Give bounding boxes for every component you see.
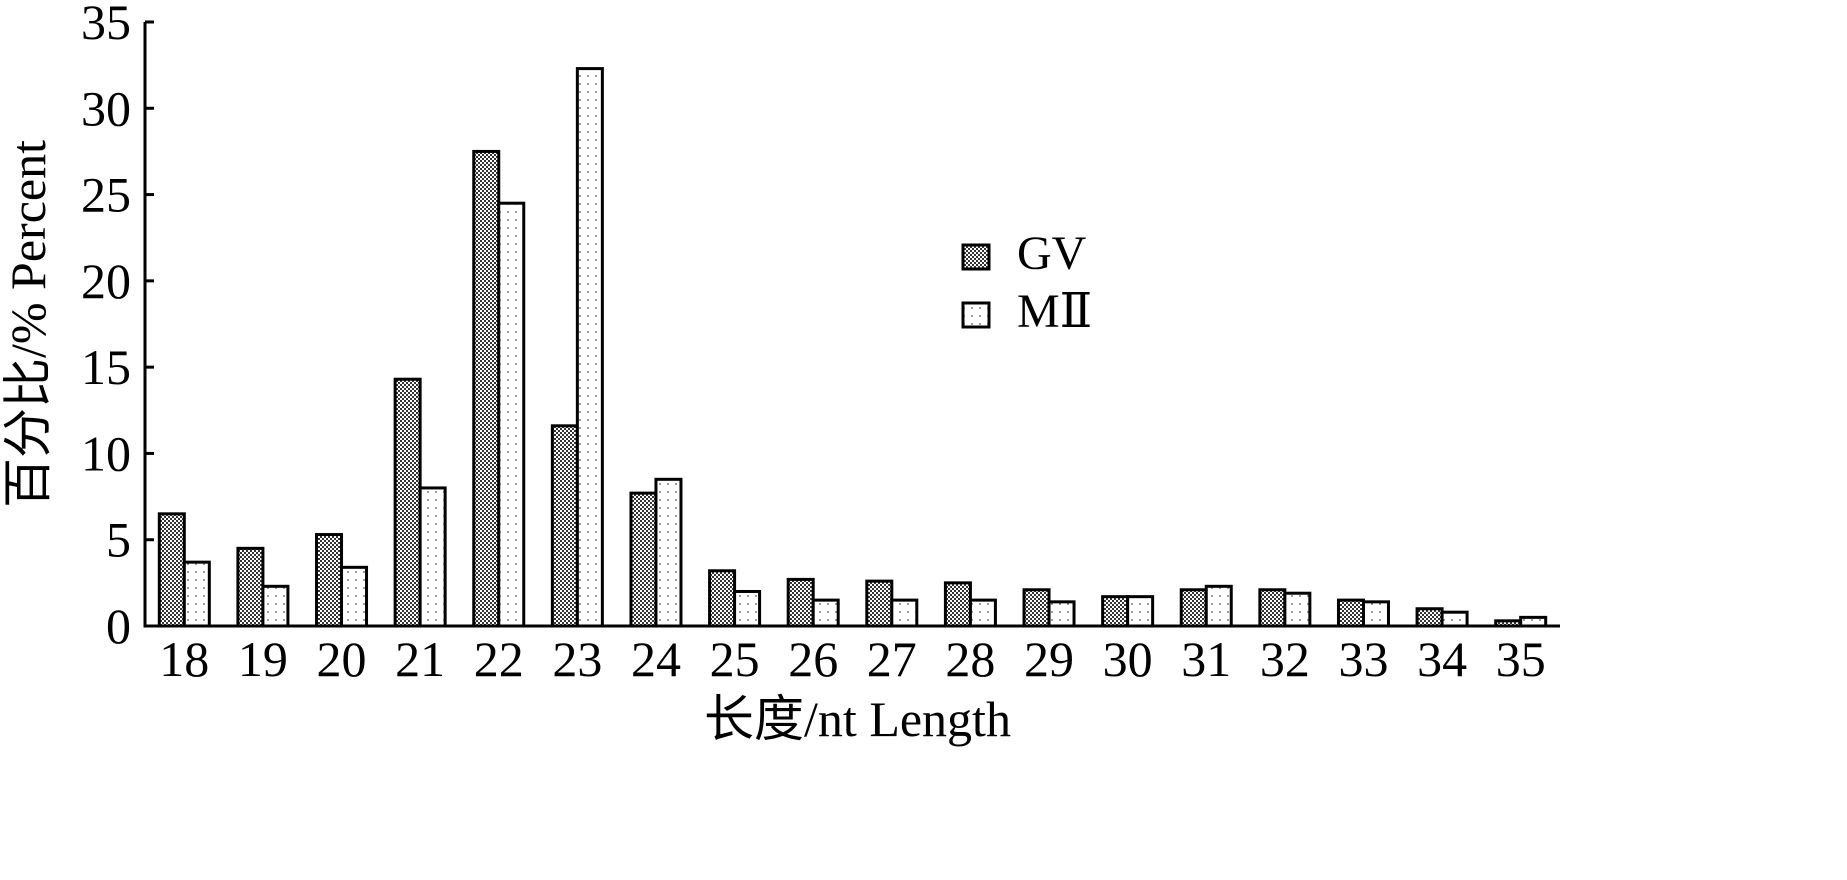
x-tick-label: 18 — [159, 631, 209, 687]
bar-gv-30 — [1101, 595, 1130, 628]
x-tick-label: 20 — [317, 631, 367, 687]
bar-gv-26 — [786, 577, 815, 628]
x-tick-label: 31 — [1181, 631, 1231, 687]
x-tick-label: 32 — [1260, 631, 1310, 687]
bar-mii-28 — [968, 598, 997, 628]
bar-mii-21 — [418, 486, 447, 628]
x-tick-label: 19 — [238, 631, 288, 687]
bar-gv-32 — [1258, 588, 1287, 628]
bar-mii-29 — [1047, 600, 1076, 628]
bar-gv-27 — [865, 579, 894, 628]
x-tick-label: 30 — [1103, 631, 1153, 687]
bar-gv-22 — [472, 149, 501, 628]
bar-gv-29 — [1022, 588, 1051, 628]
x-tick-label: 29 — [1024, 631, 1074, 687]
bar-mii-24 — [654, 477, 683, 628]
legend-swatch-mii — [961, 301, 991, 329]
bar-mii-31 — [1204, 584, 1233, 628]
bar-mii-34 — [1440, 610, 1469, 628]
bar-mii-22 — [497, 201, 526, 628]
x-tick-label: 23 — [552, 631, 602, 687]
bar-mii-25 — [733, 589, 762, 628]
bar-mii-33 — [1361, 600, 1390, 628]
bar-gv-18 — [157, 512, 186, 628]
x-tick-label: 21 — [395, 631, 445, 687]
y-tick-label: 35 — [81, 0, 131, 50]
x-tick-label: 28 — [945, 631, 995, 687]
y-tick-label: 5 — [106, 512, 131, 568]
y-tick-label: 15 — [81, 339, 131, 395]
bar-gv-23 — [550, 424, 579, 628]
bar-gv-25 — [708, 569, 737, 628]
bar-gv-24 — [629, 491, 658, 628]
bar-mii-27 — [890, 598, 919, 628]
bar-mii-20 — [340, 565, 369, 628]
bar-mii-26 — [811, 598, 840, 628]
y-tick-label: 25 — [81, 167, 131, 223]
x-tick-label: 35 — [1496, 631, 1546, 687]
legend-label-mii: MⅡ — [1017, 285, 1092, 338]
bar-gv-20 — [315, 533, 344, 628]
bar-gv-33 — [1336, 598, 1365, 628]
bar-gv-31 — [1179, 588, 1208, 628]
legend-swatch-gv — [961, 243, 991, 271]
legend-label-gv: GV — [1017, 227, 1087, 280]
x-tick-label: 22 — [474, 631, 524, 687]
bar-gv-21 — [393, 377, 422, 628]
bar-mii-19 — [261, 584, 290, 628]
x-tick-label: 26 — [788, 631, 838, 687]
bar-gv-34 — [1415, 607, 1444, 628]
y-tick-label: 20 — [81, 253, 131, 309]
x-axis-label: 长度/nt Length — [704, 691, 1011, 747]
axes: 0 5 10 15 20 25 30 35 18 19 20 21 22 23 24 25 26 27 28 29 30… — [0, 0, 1560, 747]
x-tick-label: 25 — [710, 631, 760, 687]
bar-mii-30 — [1126, 595, 1155, 628]
x-tick-label: 24 — [631, 631, 681, 687]
x-tick-label: 34 — [1417, 631, 1467, 687]
bar-gv-28 — [943, 581, 972, 628]
bar-mii-18 — [182, 560, 211, 628]
y-tick-label: 0 — [106, 598, 131, 654]
x-tick-label: 27 — [867, 631, 917, 687]
bar-mii-32 — [1283, 591, 1312, 628]
y-tick-label: 10 — [81, 425, 131, 481]
x-tick-label: 33 — [1338, 631, 1388, 687]
plot-area — [157, 67, 1548, 628]
bar-mii-23 — [575, 67, 604, 628]
y-tick-label: 30 — [81, 80, 131, 136]
y-axis-label: 百分比/% Percent — [0, 140, 56, 508]
bar-gv-19 — [236, 546, 265, 628]
